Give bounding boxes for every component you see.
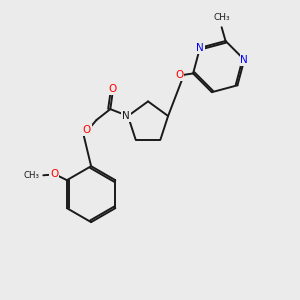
Text: CH₃: CH₃ (23, 171, 39, 180)
Text: N: N (240, 55, 248, 65)
Text: N: N (196, 43, 204, 53)
Text: N: N (122, 111, 130, 121)
Text: O: O (50, 169, 58, 179)
Text: O: O (82, 125, 91, 135)
Text: O: O (175, 70, 184, 80)
Text: CH₃: CH₃ (213, 13, 230, 22)
Text: O: O (108, 85, 116, 94)
